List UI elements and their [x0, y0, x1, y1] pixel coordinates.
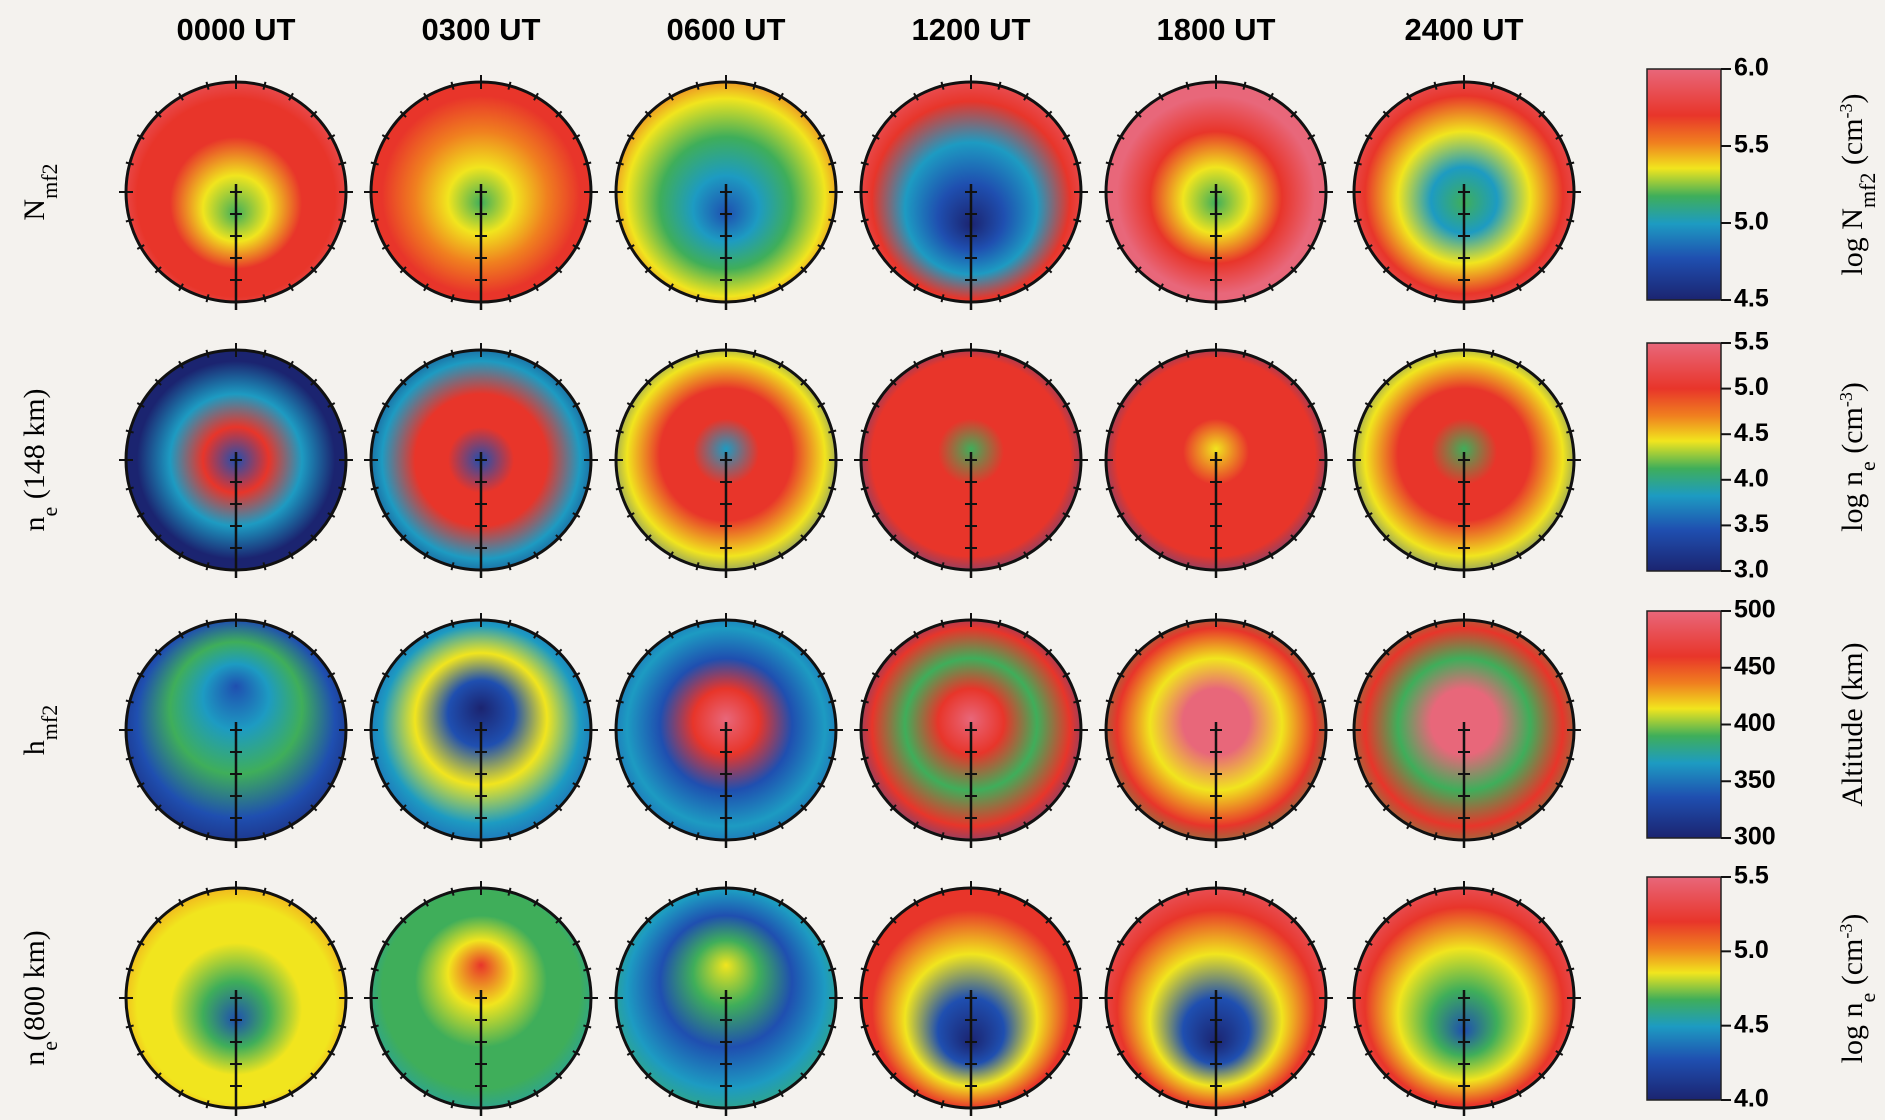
colorbar [1647, 611, 1721, 838]
label-part: n [18, 1051, 51, 1066]
colorbar-label: log Nmf2 (cm-3) [1836, 93, 1880, 275]
colorbar-tick-label: 5.5 [1734, 862, 1769, 890]
label-part: n [18, 517, 51, 532]
label-part: log n [1836, 1003, 1869, 1064]
colorbar-label: log ne (cm-3) [1836, 382, 1880, 532]
label-part: (cm [1836, 939, 1869, 993]
label-part: (cm [1836, 407, 1869, 461]
colorbar-tick-label: 5.5 [1734, 328, 1769, 356]
label-part: (148 km) [18, 388, 51, 506]
colorbar-tick-label: 500 [1734, 596, 1776, 624]
label-part: e [1855, 461, 1880, 471]
colorbar-tick-label: 4.5 [1734, 285, 1769, 313]
colorbar-tick-label: 300 [1734, 823, 1776, 851]
column-header: 2400 UT [1405, 12, 1524, 47]
colorbar [1647, 877, 1721, 1100]
colorbar-tick-label: 3.0 [1734, 556, 1769, 584]
colorbar-tick-label: 350 [1734, 766, 1776, 794]
label-part: -3 [1836, 924, 1856, 939]
row-label: ne (148 km) [18, 388, 62, 531]
label-part: (800 km) [18, 930, 51, 1041]
label-part: h [18, 740, 51, 755]
colorbar [1647, 343, 1721, 571]
label-part: mf2 [37, 163, 62, 198]
colorbar-tick-label: 400 [1734, 709, 1776, 737]
colorbar-tick-label: 4.0 [1734, 1085, 1769, 1113]
colorbar-label: Altitude (km) [1836, 642, 1869, 806]
colorbar-tick-label: 450 [1734, 652, 1776, 680]
label-part: -3 [1836, 392, 1856, 407]
row-label: hmf2 [18, 705, 62, 755]
colorbar-tick-label: 5.5 [1734, 131, 1769, 159]
row-label: ne(800 km) [18, 930, 62, 1066]
colorbar-tick-label: 5.0 [1734, 208, 1769, 236]
colorbar-tick-label: 3.5 [1734, 510, 1769, 538]
column-header: 0000 UT [177, 12, 296, 47]
figure: 0000 UT 0300 UT 0600 UT 1200 UT 1800 UT 2400 … [0, 0, 1885, 1120]
colorbar-tick-label: 5.0 [1734, 373, 1769, 401]
colorbar [1647, 69, 1721, 300]
row-label: Nmf2 [18, 163, 62, 220]
label-part: -3 [1836, 103, 1856, 118]
colorbar-tick-label: 4.5 [1734, 1010, 1769, 1038]
label-part: log n [1836, 471, 1869, 532]
colorbar-tick-label: 5.0 [1734, 936, 1769, 964]
label-part: ) [1836, 382, 1869, 392]
label-part: mf2 [1855, 173, 1880, 208]
colorbar-tick-label: 4.5 [1734, 419, 1769, 447]
label-part: log N [1836, 208, 1869, 276]
label-part: e [37, 1041, 62, 1051]
colorbar-label: log ne (cm-3) [1836, 914, 1880, 1064]
label-part: ) [1836, 914, 1869, 924]
column-header: 1800 UT [1157, 12, 1276, 47]
colorbar-tick-label: 6.0 [1734, 54, 1769, 82]
label-part: (cm [1836, 118, 1869, 172]
label-part: e [37, 507, 62, 517]
colorbar-tick-label: 4.0 [1734, 464, 1769, 492]
label-part: mf2 [37, 705, 62, 740]
label-part: Altitude (km) [1836, 642, 1869, 806]
label-part: e [1855, 993, 1880, 1003]
label-part: N [18, 199, 51, 221]
label-part: ) [1836, 93, 1869, 103]
column-header: 1200 UT [912, 12, 1031, 47]
column-header: 0600 UT [667, 12, 786, 47]
column-header: 0300 UT [422, 12, 541, 47]
